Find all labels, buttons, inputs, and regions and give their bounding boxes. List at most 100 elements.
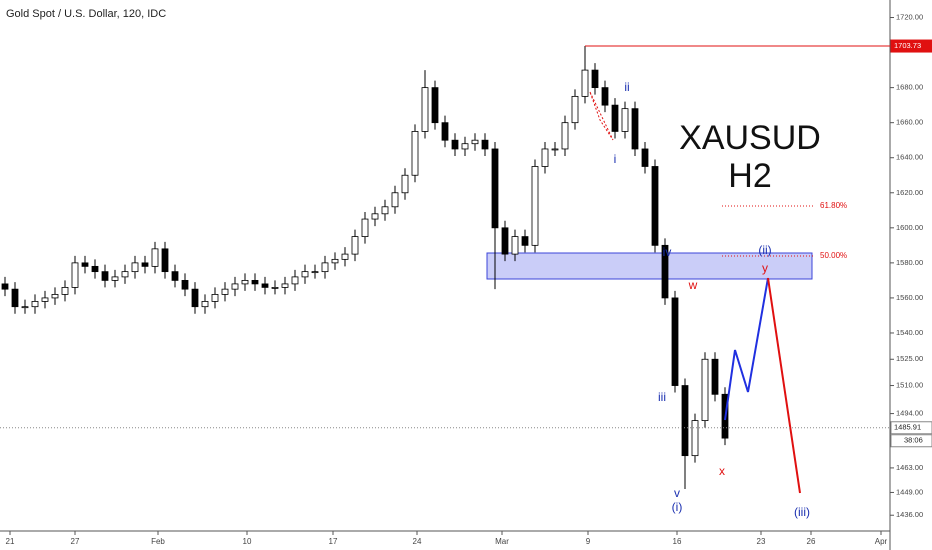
projection-red xyxy=(767,277,801,494)
candle-body xyxy=(171,271,179,281)
candle-body xyxy=(51,294,59,299)
candle-body xyxy=(651,166,659,246)
candle-body xyxy=(71,262,79,288)
y-tick-label: 1436.00 xyxy=(896,510,923,519)
y-tick-label: 1660.00 xyxy=(896,118,923,127)
price-label: 1485.91 xyxy=(894,423,921,432)
candle-body xyxy=(1,283,9,290)
x-tick-label: 9 xyxy=(586,537,591,546)
wave-label: iv xyxy=(663,245,672,259)
candle-body xyxy=(701,358,709,421)
price-label: 1703.73 xyxy=(894,41,921,50)
candle-body xyxy=(121,271,129,278)
candle-body xyxy=(201,301,209,308)
candle-body xyxy=(361,218,369,237)
candle-body xyxy=(501,227,509,255)
candle-body xyxy=(421,87,429,132)
candle-body xyxy=(351,236,359,255)
x-tick-label: 10 xyxy=(243,537,252,546)
candle-body xyxy=(331,258,339,264)
candle-body xyxy=(231,283,239,290)
candle-body xyxy=(661,244,669,299)
supply-zone xyxy=(486,252,813,280)
wave-label: i xyxy=(614,152,617,166)
candle-body xyxy=(61,287,69,295)
annotation-layer: XAUSUD H2 ii i iv (ii) y w iii v (i) x (… xyxy=(6,8,847,519)
candle-body xyxy=(81,262,89,267)
countdown: 38:06 xyxy=(904,436,923,445)
candle-body xyxy=(591,69,599,89)
candle-body xyxy=(671,297,679,386)
candle-body xyxy=(311,271,319,274)
wave-label: (ii) xyxy=(758,243,771,257)
y-tick-label: 1463.00 xyxy=(896,463,923,472)
candle-body xyxy=(391,192,399,208)
y-tick-label: 1720.00 xyxy=(896,13,923,22)
y-tick-label: 1525.00 xyxy=(896,354,923,363)
countdown-box xyxy=(890,434,932,448)
wave-label: (iii) xyxy=(794,505,810,519)
x-tick-label: 26 xyxy=(807,537,816,546)
x-tick-label: 16 xyxy=(673,537,682,546)
candle-body xyxy=(381,206,389,215)
candle-body xyxy=(251,279,259,285)
fib-label: 50.00% xyxy=(820,251,847,260)
wave-label: w xyxy=(688,278,698,292)
y-tick-label: 1640.00 xyxy=(896,153,923,162)
candle-body xyxy=(181,279,189,290)
x-tick-label: Feb xyxy=(151,537,165,546)
candle-body xyxy=(471,139,479,145)
candles xyxy=(1,46,729,489)
candle-body xyxy=(601,87,609,106)
price-label-box xyxy=(890,421,932,435)
candle-body xyxy=(31,301,39,308)
candle-body xyxy=(101,271,109,281)
candle-body xyxy=(441,122,449,141)
candle-body xyxy=(321,262,329,273)
price-label-box xyxy=(890,39,932,53)
candle-body xyxy=(41,297,49,302)
candle-body xyxy=(621,108,629,132)
candle-body xyxy=(261,283,269,288)
candle-body xyxy=(401,174,409,194)
candle-body xyxy=(241,279,249,285)
candle-body xyxy=(691,420,699,457)
x-tick-label: 24 xyxy=(413,537,422,546)
candle-body xyxy=(711,358,719,395)
candle-body xyxy=(301,271,309,278)
wave-label: y xyxy=(762,261,768,275)
candle-body xyxy=(531,166,539,246)
candle-body xyxy=(11,288,19,308)
candle-body xyxy=(411,131,419,176)
candle-body xyxy=(341,253,349,260)
candle-body xyxy=(451,139,459,150)
wave-label: iii xyxy=(658,390,666,404)
candle-body xyxy=(281,283,289,288)
candle-body xyxy=(641,148,649,167)
y-tick-label: 1600.00 xyxy=(896,223,923,232)
fib-label: 61.80% xyxy=(820,201,847,210)
candle-body xyxy=(461,143,469,150)
y-tick-label: 1620.00 xyxy=(896,188,923,197)
chart-title: Gold Spot / U.S. Dollar, 120, IDC xyxy=(6,8,166,20)
candle-body xyxy=(161,248,169,273)
wave-label: (i) xyxy=(672,500,683,514)
wave-label: v xyxy=(674,486,680,500)
candle-body xyxy=(521,236,529,246)
candle-body xyxy=(561,122,569,150)
x-tick-label: Apr xyxy=(875,537,888,546)
candle-body xyxy=(221,288,229,295)
candle-body xyxy=(611,104,619,132)
candle-body xyxy=(571,95,579,124)
candle-body xyxy=(481,139,489,150)
candle-body xyxy=(551,148,559,151)
wave-label: ii xyxy=(624,80,629,94)
candle-body xyxy=(431,87,439,124)
y-tick-label: 1680.00 xyxy=(896,83,923,92)
timeframe-label: H2 xyxy=(728,157,771,195)
y-tick-label: 1560.00 xyxy=(896,293,923,302)
candle-body xyxy=(371,213,379,220)
triangle-drawing xyxy=(589,91,614,141)
